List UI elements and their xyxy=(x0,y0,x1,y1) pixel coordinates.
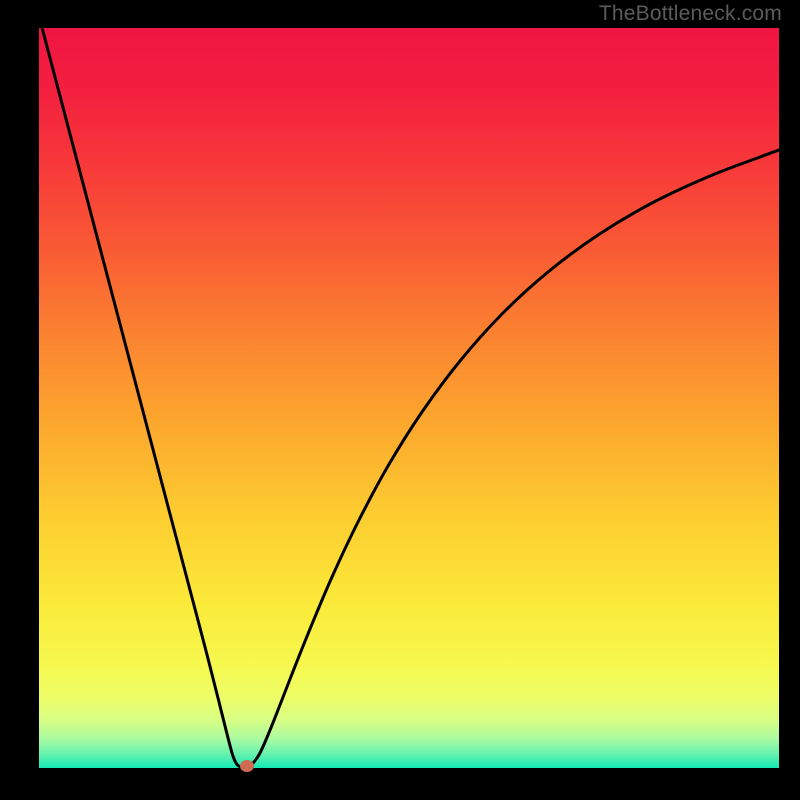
curve-layer xyxy=(0,0,800,800)
attribution-text: TheBottleneck.com xyxy=(599,2,782,26)
chart-container: TheBottleneck.com xyxy=(0,0,800,800)
bottleneck-curve xyxy=(39,16,779,767)
optimal-point-marker xyxy=(240,760,254,772)
